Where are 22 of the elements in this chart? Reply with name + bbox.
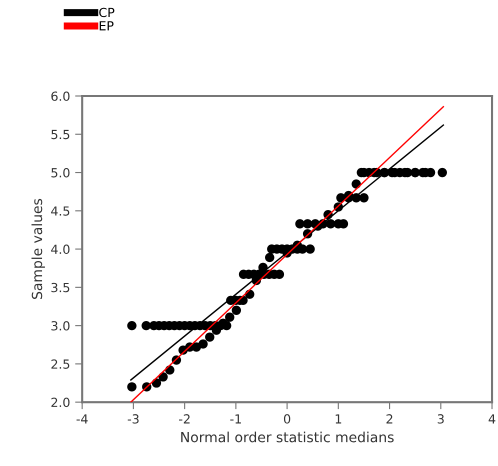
y-tick-label: 5.5	[51, 130, 70, 140]
x-tick-label: 0	[284, 414, 290, 424]
y-axis-title: Sample values	[31, 198, 45, 299]
x-axis-title: Normal order statistic medians	[181, 432, 394, 442]
x-tick-label: -3	[128, 414, 139, 424]
x-tick-label: 4	[488, 414, 496, 424]
x-tick-label: -1	[230, 414, 241, 424]
y-tick-label: 4.5	[51, 206, 70, 216]
legend-label: CP	[99, 8, 114, 18]
x-tick-label: 3	[438, 414, 444, 424]
y-tick-label: 2.5	[51, 359, 70, 369]
x-tick-label: 2	[386, 414, 392, 424]
y-tick-label: 4.0	[51, 244, 70, 254]
y-tick-label: 3.5	[51, 282, 70, 292]
x-tick-label: -2	[179, 414, 190, 424]
x-tick-label: -4	[76, 414, 88, 424]
legend-label: EP	[100, 21, 114, 30]
y-tick-label: 3.0	[51, 321, 70, 331]
x-tick-label: 1	[336, 414, 342, 424]
y-tick-label: 6.0	[51, 91, 70, 101]
y-tick-label: 5.0	[51, 168, 70, 178]
y-tick-label: 2.0	[51, 398, 70, 408]
